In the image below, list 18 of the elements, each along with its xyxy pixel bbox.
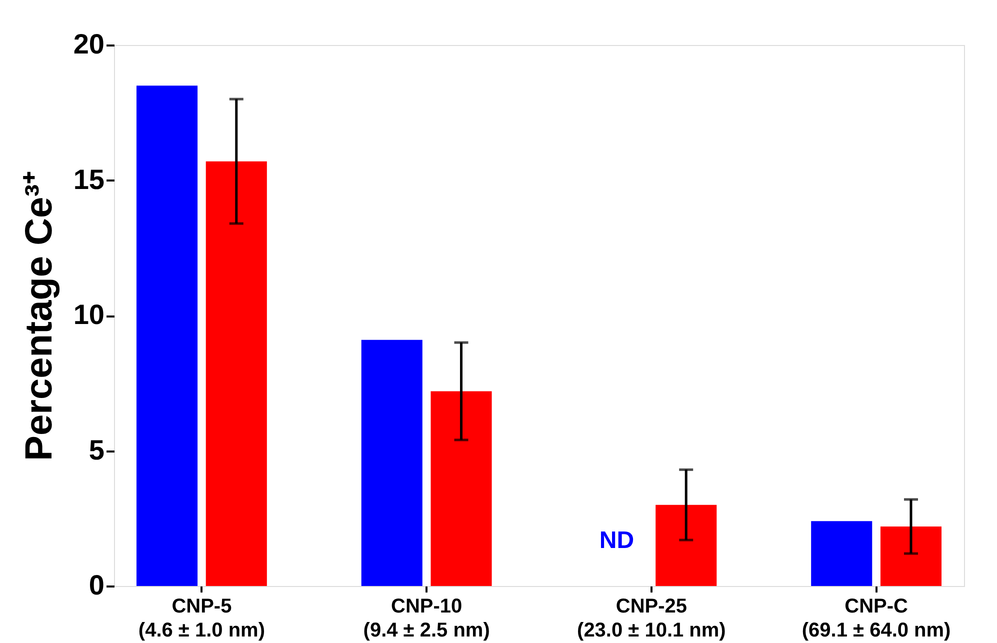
bar bbox=[656, 504, 717, 586]
bar bbox=[811, 521, 872, 586]
x-tick-label: CNP-25 (23.0 ± 10.1 nm) bbox=[577, 596, 726, 642]
x-tick-label: CNP-5 (4.6 ± 1.0 nm) bbox=[138, 596, 265, 642]
y-tick-label: 5 bbox=[88, 434, 104, 466]
x-tick-label: CNP-C (69.1 ± 64.0 nm) bbox=[802, 596, 951, 642]
y-tick-label: 20 bbox=[73, 28, 104, 60]
x-tick-label: CNP-10 (9.4 ± 2.5 nm) bbox=[363, 596, 490, 642]
bar bbox=[136, 86, 198, 586]
y-tick-label: 10 bbox=[73, 299, 104, 330]
bar bbox=[206, 161, 267, 586]
bar bbox=[880, 526, 942, 586]
y-tick-label: 15 bbox=[73, 164, 104, 195]
annotation: ND bbox=[599, 527, 634, 554]
bar bbox=[361, 340, 422, 586]
y-axis-title: Percentage Ce³⁺ bbox=[18, 171, 60, 461]
y-tick-label: 0 bbox=[88, 570, 104, 600]
bar bbox=[430, 391, 492, 586]
